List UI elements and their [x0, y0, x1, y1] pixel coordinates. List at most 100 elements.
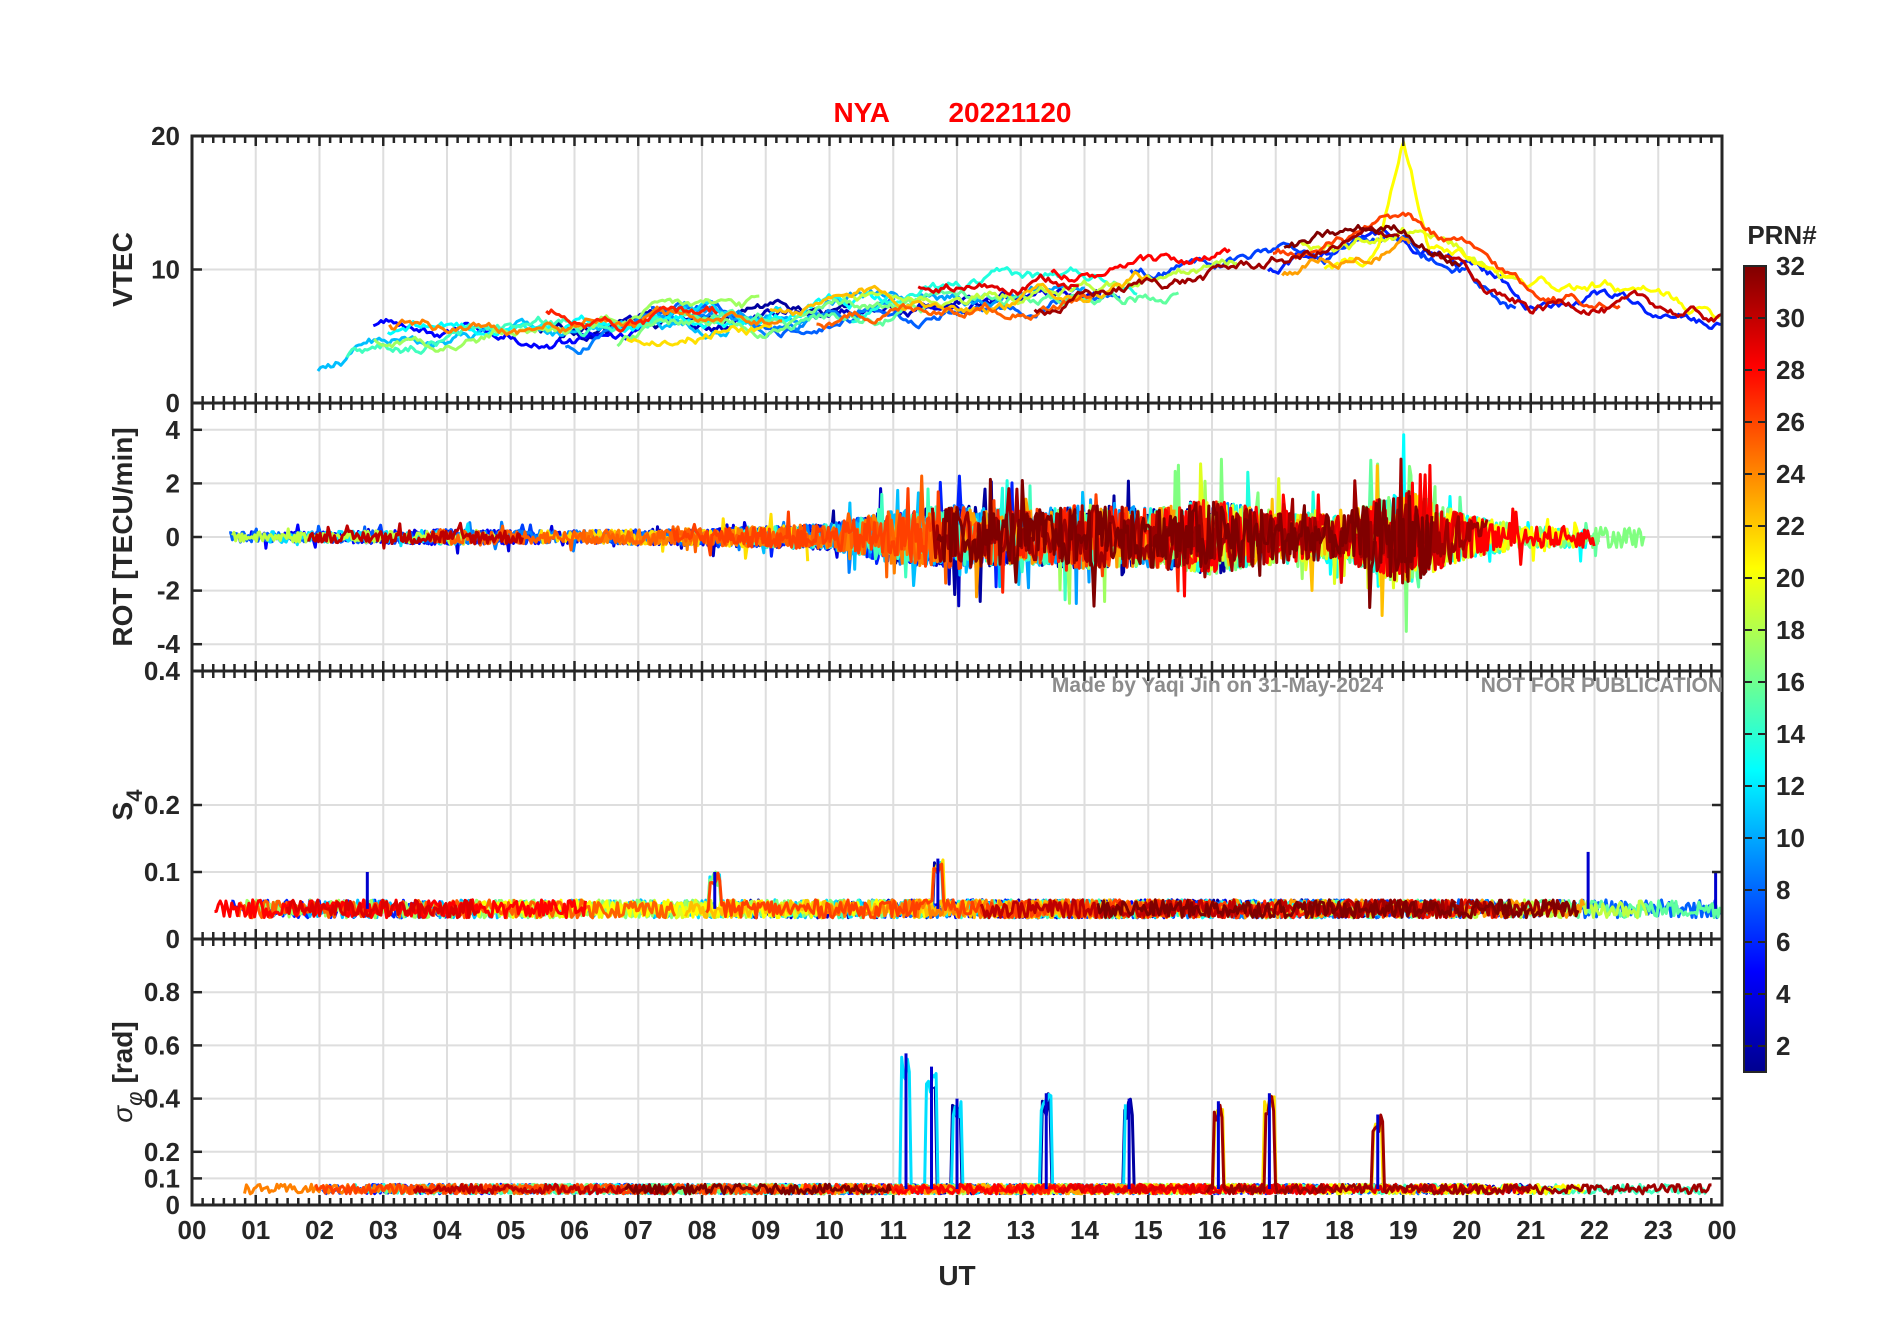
- x-tick-label: 15: [1134, 1215, 1163, 1245]
- y-tick-label: 2: [166, 468, 180, 498]
- colorbar-tick-label: 32: [1776, 251, 1805, 281]
- y-tick-label: 0.2: [144, 790, 180, 820]
- y-tick-label: -2: [157, 576, 180, 606]
- y-axis-label-unit: [rad]: [107, 1021, 138, 1083]
- prn-trace: [1050, 247, 1231, 283]
- y-tick-label: 20: [151, 121, 180, 151]
- x-tick-label: 08: [688, 1215, 717, 1245]
- prn-trace: [1283, 224, 1462, 268]
- prn-trace: [816, 293, 1092, 330]
- x-tick-label: 20: [1453, 1215, 1482, 1245]
- colorbar-tick-label: 4: [1776, 979, 1791, 1009]
- panel-s4: 0 0.1 0.2 0.4 S4: [107, 656, 1724, 954]
- y-tick-label: 0.1: [144, 857, 180, 887]
- x-tick-label: 19: [1389, 1215, 1418, 1245]
- prn-trace: [625, 323, 773, 348]
- prn-trace: [936, 477, 1434, 609]
- x-tick-label: 18: [1325, 1215, 1354, 1245]
- prn-trace: [1426, 249, 1722, 323]
- prn-trace: [388, 305, 783, 337]
- colorbar-tick-label: 20: [1776, 563, 1805, 593]
- colorbar-tick-label: 22: [1776, 511, 1805, 541]
- traces-vtec: [316, 140, 1722, 372]
- y-axis-label: σφ [rad]: [107, 1021, 147, 1122]
- y-tick-label: 0.6: [144, 1030, 180, 1060]
- y-tick-label: 0: [166, 1190, 180, 1220]
- panel-vtec: 0 10 20 VTEC: [107, 121, 1724, 418]
- colorbar-tick-label: 10: [1776, 823, 1805, 853]
- x-tick-label: 16: [1198, 1215, 1227, 1245]
- y-tick-label: 0.1: [144, 1163, 180, 1193]
- watermark-note: NOT FOR PUBLICATION: [1481, 674, 1723, 697]
- colorbar-tick-label: 2: [1776, 1031, 1790, 1061]
- x-tick-label: 01: [241, 1215, 270, 1245]
- y-tick-label: 0: [166, 924, 180, 954]
- x-tick-label: 22: [1580, 1215, 1609, 1245]
- prn-trace: [1281, 236, 1411, 277]
- y-tick-label: 0.2: [144, 1137, 180, 1167]
- x-tick-label: 11: [880, 1215, 908, 1245]
- colorbar-tick-label: 6: [1776, 927, 1790, 957]
- y-tick-label: 0: [166, 522, 180, 552]
- prn-trace: [851, 266, 1138, 324]
- colorbar-tick-label: 26: [1776, 407, 1805, 437]
- prn-trace: [373, 294, 760, 353]
- prn-trace: [412, 1182, 667, 1196]
- x-tick-label: 03: [369, 1215, 398, 1245]
- prn-trace: [316, 317, 730, 372]
- prn-trace: [769, 270, 1149, 317]
- prn-trace: [1205, 1095, 1712, 1196]
- x-tick-label: 17: [1261, 1215, 1290, 1245]
- colorbar-tick-label: 8: [1776, 875, 1790, 905]
- panel-rot: -4 -2 0 2 4 ROT [TECU/min]: [107, 401, 1724, 673]
- prn-trace: [616, 297, 928, 348]
- prn-trace: [545, 305, 719, 333]
- x-tick-label: 07: [624, 1215, 653, 1245]
- prn-trace: [1266, 228, 1722, 330]
- colorbar-tick-label: 12: [1776, 771, 1805, 801]
- traces-rot: [229, 433, 1646, 633]
- y-tick-label: 10: [151, 255, 180, 285]
- x-tick-label: 10: [815, 1215, 844, 1245]
- x-tick-label: 00: [178, 1215, 207, 1245]
- prn-trace: [307, 521, 524, 550]
- x-tick-label: 12: [943, 1215, 972, 1245]
- x-axis-label: UT: [938, 1260, 975, 1291]
- y-axis-label: ROT [TECU/min]: [107, 427, 138, 646]
- x-tick-label: 14: [1070, 1215, 1099, 1245]
- y-axis-label-sub: φ: [122, 1091, 147, 1105]
- title-station: NYA: [833, 97, 890, 128]
- panel-sigma_phi: 00.10.2 0.4 0.6 0.8 σφ [rad]: [107, 937, 1724, 1220]
- prn-trace: [1129, 234, 1517, 310]
- x-tick-label: 09: [751, 1215, 780, 1245]
- y-tick-label: 0.8: [144, 977, 180, 1007]
- prn-trace: [1033, 225, 1401, 316]
- prn-trace: [285, 898, 479, 920]
- colorbar-tick-label: 30: [1776, 303, 1805, 333]
- x-tick-label: 02: [305, 1215, 334, 1245]
- y-tick-label: 0.4: [144, 1084, 181, 1114]
- prn-trace: [1323, 140, 1720, 319]
- x-tick-label: 04: [433, 1215, 462, 1245]
- prn-trace: [670, 289, 1180, 331]
- x-tick-label: 21: [1516, 1215, 1545, 1245]
- y-tick-label: 0.4: [144, 656, 181, 686]
- prn-trace: [1096, 898, 1580, 920]
- x-tick-label: 23: [1644, 1215, 1673, 1245]
- prn-trace: [917, 273, 1079, 296]
- y-axis-label: VTEC: [107, 232, 138, 307]
- y-axis-label-symbol: σ: [107, 1105, 138, 1123]
- y-tick-label: -4: [157, 629, 181, 659]
- title-date: 20221120: [948, 97, 1071, 128]
- x-tick-label: 00: [1708, 1215, 1737, 1245]
- y-axis-label-main: S: [107, 802, 138, 821]
- colorbar: [1743, 265, 1767, 1073]
- prn-trace: [1330, 898, 1567, 920]
- colorbar-tick-label: 16: [1776, 667, 1805, 697]
- colorbar-tick-label: 18: [1776, 615, 1805, 645]
- y-axis-label-sub: 4: [122, 789, 147, 802]
- colorbar-tick-label: 14: [1776, 719, 1805, 749]
- x-tick-label: 06: [560, 1215, 589, 1245]
